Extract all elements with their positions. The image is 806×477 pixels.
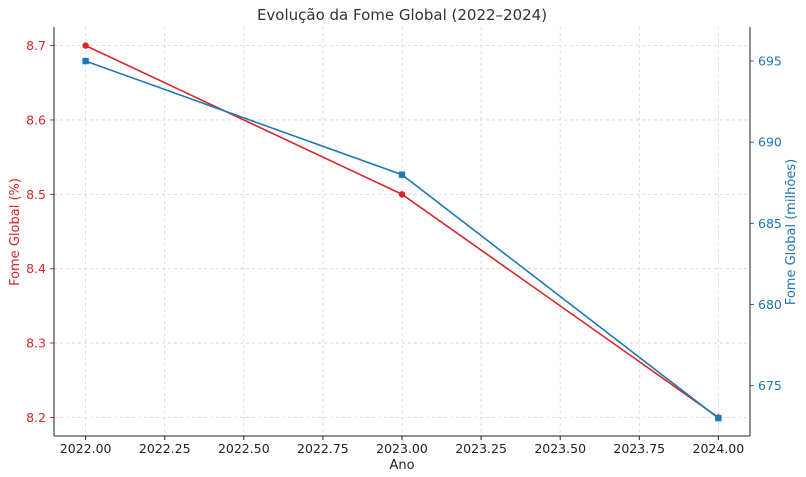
y-right-tick-label: 685 — [758, 216, 782, 231]
gridlines — [54, 27, 750, 436]
x-tick-label: 2022.50 — [218, 441, 270, 456]
y-right-tick-label: 690 — [758, 135, 782, 150]
data-point-left — [82, 42, 89, 49]
x-tick-label: 2023.25 — [455, 441, 507, 456]
chart-title: Evolução da Fome Global (2022–2024) — [257, 6, 547, 24]
x-tick-label: 2022.25 — [139, 441, 191, 456]
y-left-tick-label: 8.4 — [26, 261, 46, 276]
x-tick-label: 2023.75 — [613, 441, 665, 456]
data-point-left — [398, 191, 406, 198]
axes-layer: 2022.00 2022.25 2022.50 2022.75 2023.00 2023.… — [26, 27, 782, 456]
data-point-right — [398, 171, 406, 178]
y-left-tick-label: 8.5 — [26, 187, 46, 202]
y-right-tick-label: 695 — [758, 54, 782, 69]
y-left-tick-label: 8.2 — [26, 410, 46, 425]
y-left-tick-label: 8.6 — [26, 112, 46, 127]
y-left-tick-label: 8.3 — [26, 336, 46, 351]
x-axis-label: Ano — [389, 458, 414, 473]
x-tick-label: 2023.50 — [534, 441, 586, 456]
y-left-tick-label: 8.7 — [26, 38, 46, 53]
data-point-right — [82, 57, 89, 65]
x-tick-label: 2024.00 — [693, 441, 745, 456]
series-layer — [82, 42, 722, 422]
x-tick-label: 2022.75 — [297, 441, 349, 456]
y-right-tick-label: 680 — [758, 297, 782, 312]
y-axis-right-label: Fome Global (milhões) — [784, 159, 799, 305]
y-right-tick-label: 675 — [758, 378, 782, 393]
y-axis-left-label: Fome Global (%) — [8, 178, 23, 286]
x-tick-label: 2023.00 — [376, 441, 428, 456]
data-point-right — [715, 414, 722, 422]
x-tick-label: 2022.00 — [60, 441, 112, 456]
